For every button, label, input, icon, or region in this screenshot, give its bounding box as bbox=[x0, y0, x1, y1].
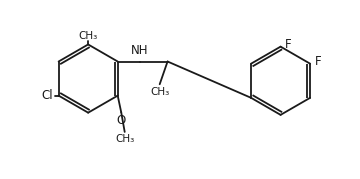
Text: CH₃: CH₃ bbox=[150, 87, 169, 97]
Text: NH: NH bbox=[131, 44, 148, 57]
Text: O: O bbox=[117, 114, 126, 127]
Text: F: F bbox=[285, 38, 292, 50]
Text: CH₃: CH₃ bbox=[78, 31, 98, 41]
Text: CH₃: CH₃ bbox=[115, 134, 134, 144]
Text: F: F bbox=[315, 55, 321, 68]
Text: Cl: Cl bbox=[42, 89, 53, 102]
